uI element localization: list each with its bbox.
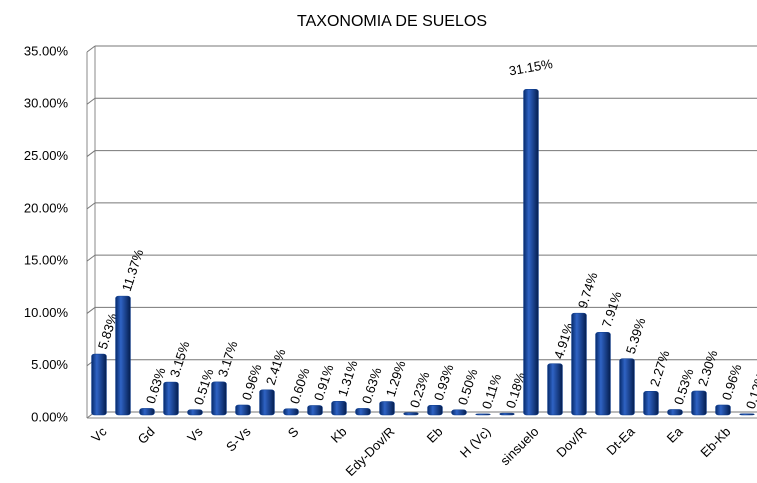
value-label: 5.39% [623, 316, 649, 356]
value-label: 31.15% [508, 56, 554, 79]
x-tick-label: Gd [135, 424, 158, 447]
y-tick-label: 30.00% [24, 96, 69, 111]
value-label: 9.74% [575, 270, 601, 310]
bar [715, 404, 731, 416]
value-label: 0.63% [359, 365, 385, 405]
x-tick-label: Edy-Dov/R [342, 424, 397, 479]
y-tick-label: 20.00% [24, 200, 69, 215]
x-tick-label: Dt-Ea [603, 423, 638, 458]
x-tick-label: Kb [328, 424, 350, 446]
x-tick-label: S [285, 424, 302, 441]
bar [619, 358, 635, 416]
bar [523, 89, 539, 416]
y-tick-label: 0.00% [31, 409, 68, 424]
bar [259, 389, 275, 416]
bar [283, 408, 299, 416]
y-tick-label: 25.00% [24, 148, 69, 163]
bar [451, 409, 467, 416]
bar [211, 381, 227, 416]
value-label: 0.60% [287, 366, 313, 406]
value-label: 0.12% [743, 371, 757, 411]
bar [475, 413, 491, 416]
x-tick-label: Vc [88, 424, 110, 446]
value-label: 1.31% [335, 358, 361, 398]
grid-line [86, 202, 96, 210]
x-tick-label: Dov/R [553, 424, 589, 460]
bar [307, 405, 323, 416]
x-tick-label: Ea [664, 423, 686, 445]
value-label: 2.41% [263, 347, 289, 387]
bar [547, 363, 563, 416]
bar [595, 332, 611, 416]
bar [739, 413, 755, 416]
value-label: 0.50% [455, 367, 481, 407]
x-tick-label: Eb-Kb [697, 424, 733, 460]
value-label: 2.30% [695, 348, 721, 388]
x-tick-label: Eb [424, 424, 446, 446]
value-label: 0.96% [719, 362, 745, 402]
bar [571, 312, 587, 416]
x-tick-label: sinsuelo [497, 424, 541, 468]
value-label: 2.27% [647, 348, 673, 388]
y-tick-label: 10.00% [24, 305, 69, 320]
y-tick-label: 15.00% [24, 253, 69, 268]
bar [499, 412, 515, 416]
x-tick-label: H (Vc) [457, 424, 494, 461]
grid-line [86, 150, 96, 157]
x-tick-label: Vs [184, 424, 206, 446]
grid-line [86, 307, 96, 314]
grid-line [86, 45, 96, 53]
value-label: 0.93% [431, 362, 457, 402]
grid-line [86, 97, 96, 105]
value-label: 0.23% [407, 369, 433, 409]
bar [355, 408, 371, 416]
bar [403, 412, 419, 416]
chart-title: TAXONOMIA DE SUELOS [297, 13, 487, 30]
bar [235, 404, 251, 416]
bar [427, 405, 443, 416]
bar [91, 353, 107, 416]
bar [187, 409, 203, 416]
value-label: 0.91% [311, 362, 337, 402]
y-tick-label: 5.00% [31, 357, 68, 372]
grid-line [86, 254, 96, 262]
bar [115, 295, 131, 416]
bar [691, 390, 707, 416]
value-label: 3.15% [167, 339, 193, 379]
value-label: 11.37% [119, 247, 147, 293]
y-tick-label: 35.00% [24, 43, 69, 58]
bar [163, 381, 179, 416]
value-label: 7.91% [599, 289, 625, 329]
bar [139, 408, 155, 416]
value-label: 1.29% [383, 358, 409, 398]
bar [379, 401, 395, 416]
bar [667, 409, 683, 416]
value-label: 0.11% [479, 372, 504, 411]
bar [643, 391, 659, 416]
value-label: 3.17% [215, 339, 241, 379]
x-tick-label: S-Vs [223, 424, 254, 455]
bar [331, 401, 347, 416]
